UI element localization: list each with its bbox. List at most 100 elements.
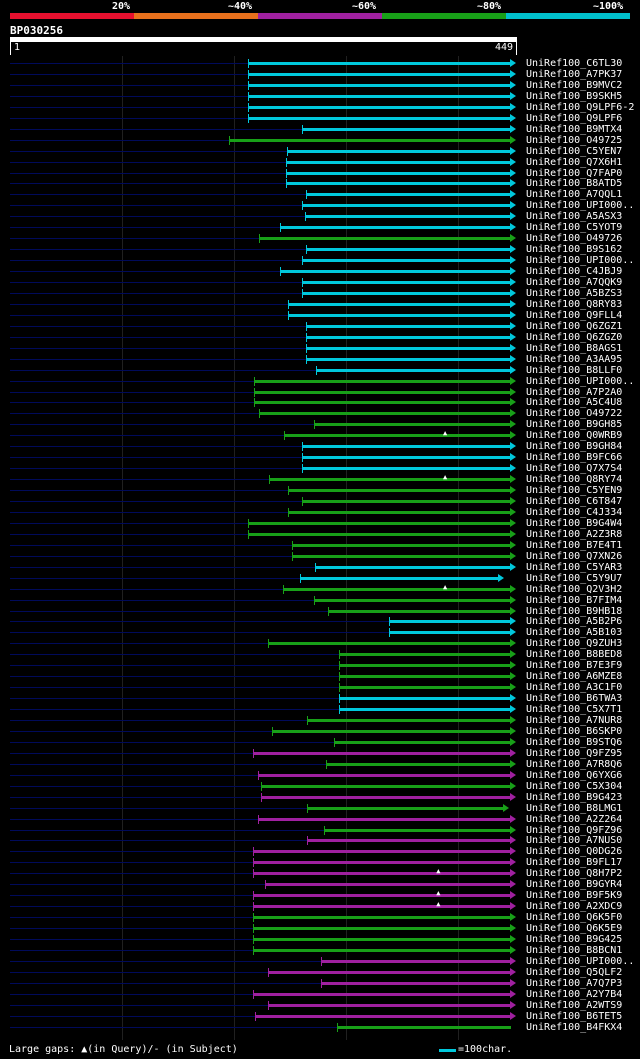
hit-label-link[interactable]: UniRef100_C5X304 (526, 780, 623, 792)
hit-bar[interactable] (315, 565, 511, 569)
hit-label-link[interactable]: UniRef100_B9G425 (526, 934, 623, 945)
hit-label-link[interactable]: UniRef100_B6TWA3 (526, 693, 623, 705)
hit-label-link[interactable]: UniRef100_Q9FZ96 (526, 824, 623, 836)
hit-bar[interactable] (252, 894, 511, 898)
hit-label-link[interactable]: UniRef100_B6SKP0 (526, 725, 623, 737)
hit-bar[interactable] (299, 576, 499, 580)
hit-label-link[interactable]: UniRef100_A2Z3R8 (526, 528, 623, 540)
hit-label-link[interactable]: UniRef100_A5ASX3 (526, 211, 623, 223)
hit-label-link[interactable]: UniRef100_B9SKH5 (526, 90, 623, 102)
hit-bar[interactable] (279, 226, 511, 230)
hit-bar[interactable] (291, 554, 511, 558)
hit-label-link[interactable]: UniRef100_B4FKX4 (526, 1021, 623, 1033)
hit-label-link[interactable]: UniRef100_A5BZS3 (526, 287, 623, 299)
hit-bar[interactable] (259, 412, 511, 416)
hit-label-link[interactable]: UniRef100_C5YEN9 (526, 485, 623, 497)
hit-label-link[interactable]: UniRef100_C6T847 (526, 496, 623, 507)
hit-label-link[interactable]: UniRef100_UPI000.. (526, 255, 635, 267)
hit-label-link[interactable]: UniRef100_Q7X6H1 (526, 156, 623, 168)
hit-bar[interactable] (259, 237, 511, 241)
hit-bar[interactable] (389, 620, 511, 624)
hit-label-link[interactable]: UniRef100_Q8H7P2 (526, 868, 623, 880)
hit-bar[interactable] (288, 489, 511, 493)
hit-bar[interactable] (286, 171, 511, 175)
hit-bar[interactable] (287, 149, 511, 153)
hit-bar[interactable] (338, 697, 511, 701)
hit-label-link[interactable]: UniRef100_B9FL17 (526, 857, 623, 869)
hit-label-link[interactable]: UniRef100_B7E4T1 (526, 539, 623, 551)
hit-bar[interactable] (307, 719, 511, 722)
hit-label-link[interactable]: UniRef100_C5Y9U7 (526, 572, 623, 584)
hit-bar[interactable] (253, 379, 511, 383)
hit-bar[interactable] (248, 62, 511, 65)
hit-bar[interactable] (314, 423, 511, 427)
hit-bar[interactable] (279, 270, 511, 274)
hit-bar[interactable] (320, 981, 511, 985)
hit-bar[interactable] (324, 828, 511, 832)
hit-label-link[interactable]: UniRef100_B9MVC2 (526, 79, 623, 91)
hit-bar[interactable] (306, 324, 511, 328)
hit-bar[interactable] (306, 248, 511, 252)
hit-label-link[interactable]: UniRef100_B8LMG1 (526, 802, 623, 814)
hit-label-link[interactable]: UniRef100_UPI000.. (526, 955, 635, 967)
hit-bar[interactable] (301, 204, 511, 208)
hit-bar[interactable] (326, 762, 511, 766)
hit-label-link[interactable]: UniRef100_B7E3F9 (526, 660, 623, 672)
hit-bar[interactable] (306, 193, 511, 197)
hit-bar[interactable] (301, 500, 511, 503)
hit-bar[interactable] (282, 587, 511, 591)
hit-bar[interactable] (248, 105, 511, 109)
hit-bar[interactable] (306, 335, 511, 339)
hit-label-link[interactable]: UniRef100_A5B103 (526, 627, 623, 639)
hit-label-link[interactable]: UniRef100_B9F5K9 (526, 890, 623, 902)
hit-label-link[interactable]: UniRef100_Q6ZGZ0 (526, 331, 623, 343)
hit-label-link[interactable]: UniRef100_O49726 (526, 233, 623, 245)
hit-label-link[interactable]: UniRef100_A7QQK9 (526, 277, 623, 288)
hit-bar[interactable] (260, 784, 511, 788)
hit-label-link[interactable]: UniRef100_A2WTS9 (526, 999, 623, 1011)
hit-bar[interactable] (301, 259, 511, 263)
hit-bar[interactable] (252, 992, 511, 996)
hit-bar[interactable] (229, 138, 511, 142)
hit-label-link[interactable]: UniRef100_B8AGS1 (526, 342, 623, 354)
hit-bar[interactable] (252, 948, 511, 952)
hit-label-link[interactable]: UniRef100_Q9FLL4 (526, 309, 623, 321)
hit-bar[interactable] (338, 708, 511, 712)
hit-bar[interactable] (252, 905, 511, 909)
hit-label-link[interactable]: UniRef100_O49722 (526, 408, 623, 420)
hit-bar[interactable] (301, 127, 511, 131)
hit-label-link[interactable]: UniRef100_B7FIM4 (526, 594, 623, 606)
hit-label-link[interactable]: UniRef100_A7NUR8 (526, 715, 623, 726)
hit-bar[interactable] (291, 543, 511, 547)
hit-bar[interactable] (248, 116, 511, 120)
hit-bar[interactable] (301, 281, 511, 284)
hit-bar[interactable] (307, 806, 505, 810)
hit-bar[interactable] (252, 927, 511, 931)
hit-bar[interactable] (252, 861, 511, 865)
hit-bar[interactable] (338, 653, 511, 657)
hit-bar[interactable] (258, 773, 511, 777)
hit-label-link[interactable]: UniRef100_B9GYR4 (526, 879, 623, 891)
hit-label-link[interactable]: UniRef100_A2XDC9 (526, 901, 623, 913)
hit-bar[interactable] (268, 970, 511, 974)
hit-label-link[interactable]: UniRef100_A6MZE8 (526, 671, 623, 683)
hit-bar[interactable] (269, 478, 511, 482)
hit-bar[interactable] (268, 642, 511, 646)
hit-bar[interactable] (306, 357, 511, 361)
hit-label-link[interactable]: UniRef100_B9S162 (526, 244, 623, 256)
hit-bar[interactable] (252, 938, 511, 941)
hit-bar[interactable] (253, 401, 511, 405)
hit-bar[interactable] (248, 72, 511, 76)
hit-bar[interactable] (305, 215, 511, 219)
hit-label-link[interactable]: UniRef100_Q8RY83 (526, 298, 623, 310)
hit-label-link[interactable]: UniRef100_C4J334 (526, 506, 623, 518)
hit-label-link[interactable]: UniRef100_C5YOT9 (526, 222, 623, 234)
hit-label-link[interactable]: UniRef100_B8ATD5 (526, 178, 623, 190)
hit-label-link[interactable]: UniRef100_Q7FAP0 (526, 167, 623, 179)
hit-label-link[interactable]: UniRef100_Q0DG26 (526, 846, 623, 858)
hit-label-link[interactable]: UniRef100_A3AA95 (526, 353, 623, 365)
hit-label-link[interactable]: UniRef100_UPI000.. (526, 375, 635, 387)
hit-bar[interactable] (258, 817, 511, 821)
hit-label-link[interactable]: UniRef100_B6TET5 (526, 1010, 623, 1022)
hit-bar[interactable] (389, 631, 511, 635)
